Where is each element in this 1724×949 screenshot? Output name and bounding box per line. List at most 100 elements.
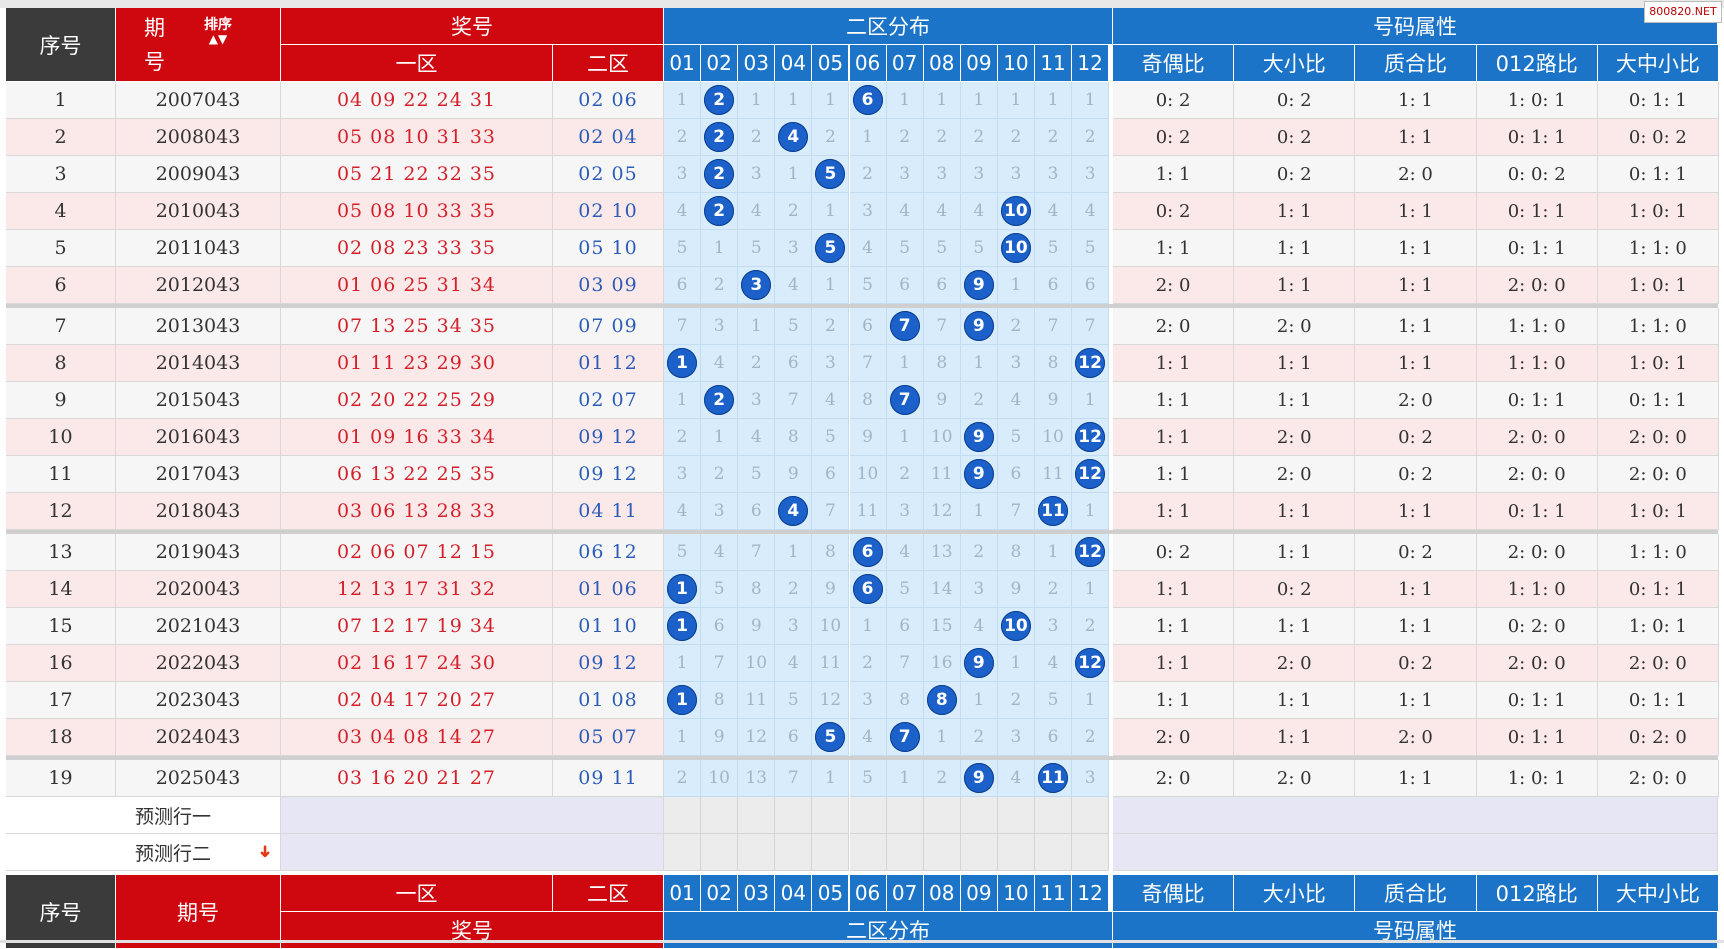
predict-dist-cell[interactable] xyxy=(775,797,813,834)
dist-cell: 7 xyxy=(738,534,776,571)
dist-cell: 11 xyxy=(1035,493,1073,530)
row-attr: 0: 2 xyxy=(1355,534,1477,571)
predict-dist-cell[interactable] xyxy=(997,834,1035,871)
predict-attr-area[interactable] xyxy=(1113,834,1718,871)
dist-cell: 2 xyxy=(701,382,739,419)
dist-cell: 2 xyxy=(664,119,702,156)
row-issue: 2018043 xyxy=(116,493,281,530)
predict-dist-cell[interactable] xyxy=(738,834,776,871)
predict-dist-cell[interactable] xyxy=(812,797,850,834)
predict-dist-cell[interactable] xyxy=(1035,797,1073,834)
dist-cell: 1 xyxy=(997,645,1035,682)
hit-ball: 12 xyxy=(1075,648,1106,678)
row-issue: 2025043 xyxy=(116,760,281,797)
sort-icon[interactable]: 排序 ▲▼ xyxy=(204,18,232,46)
dist-cell: 1 xyxy=(738,308,776,345)
row-attr: 0: 2 xyxy=(1234,119,1356,156)
dist-cell: 1 xyxy=(1072,682,1110,719)
dist-cell: 9 xyxy=(1035,382,1073,419)
predict-dist-cell[interactable] xyxy=(886,797,924,834)
dist-cell: 2 xyxy=(738,119,776,156)
dist-cell: 10 xyxy=(701,760,739,797)
hit-ball: 2 xyxy=(704,196,735,226)
dist-cell: 1 xyxy=(923,719,961,756)
header-zone1: 一区 xyxy=(281,45,553,82)
predict-row-label[interactable]: 预测行二 ➜ xyxy=(6,834,281,871)
row-zone1: 03 04 08 14 27 xyxy=(281,719,553,756)
predict-dist-cell[interactable] xyxy=(664,797,702,834)
predict-dist-cell[interactable] xyxy=(1035,834,1073,871)
predict-dist-cell[interactable] xyxy=(701,797,739,834)
predict-dist-cell[interactable] xyxy=(923,797,961,834)
predict-prize-area[interactable] xyxy=(281,797,664,834)
dist-cell: 5 xyxy=(997,419,1035,456)
predict-dist-cell[interactable] xyxy=(775,834,813,871)
predict-row-label[interactable]: 预测行一 xyxy=(6,797,281,834)
dist-cell: 2 xyxy=(1035,119,1073,156)
dist-cell: 3 xyxy=(960,571,998,608)
dist-cell: 3 xyxy=(1072,156,1110,193)
hit-ball: 10 xyxy=(1000,233,1031,263)
dist-cell: 2 xyxy=(886,456,924,493)
row-zone2: 01 06 xyxy=(553,571,664,608)
predict-dist-cell[interactable] xyxy=(812,834,850,871)
dist-cell: 1 xyxy=(664,82,702,119)
row-attr: 1: 1 xyxy=(1113,156,1235,193)
predict-dist-cell[interactable] xyxy=(664,834,702,871)
dist-cell: 2 xyxy=(775,571,813,608)
row-attr: 1: 0: 1 xyxy=(1597,193,1719,230)
predict-dist-cell[interactable] xyxy=(849,834,887,871)
predict-dist-cell[interactable] xyxy=(1072,797,1110,834)
dist-cell: 6 xyxy=(775,719,813,756)
predict-dist-cell[interactable] xyxy=(997,797,1035,834)
predict-dist-cell[interactable] xyxy=(886,834,924,871)
group-separator xyxy=(6,756,1718,760)
dist-cell: 4 xyxy=(997,382,1035,419)
dist-cell: 10 xyxy=(849,456,887,493)
dist-cell: 7 xyxy=(1072,308,1110,345)
row-zone2: 05 07 xyxy=(553,719,664,756)
predict-dist-cell[interactable] xyxy=(960,797,998,834)
row-issue: 2022043 xyxy=(116,645,281,682)
row-attr: 0: 2 xyxy=(1113,193,1235,230)
dist-cell: 4 xyxy=(775,267,813,304)
footer-dist-col: 02 xyxy=(701,875,739,912)
dist-cell: 5 xyxy=(701,571,739,608)
footer-zone2: 二区 xyxy=(553,875,664,912)
dist-cell: 9 xyxy=(960,419,998,456)
predict-attr-area[interactable] xyxy=(1113,797,1718,834)
hit-ball: 9 xyxy=(963,763,994,793)
dist-cell: 6 xyxy=(849,571,887,608)
dist-cell: 10 xyxy=(923,419,961,456)
predict-dist-cell[interactable] xyxy=(1072,834,1110,871)
row-attr: 1: 1 xyxy=(1355,119,1477,156)
dist-cell: 4 xyxy=(886,534,924,571)
row-zone2: 01 10 xyxy=(553,608,664,645)
dist-cell: 3 xyxy=(886,493,924,530)
expand-arrow-icon[interactable]: ➜ xyxy=(255,844,275,859)
row-attr: 0: 2 xyxy=(1234,571,1356,608)
row-issue: 2009043 xyxy=(116,156,281,193)
row-attr: 0: 1: 1 xyxy=(1476,493,1598,530)
predict-dist-cell[interactable] xyxy=(923,834,961,871)
dist-cell: 2 xyxy=(923,760,961,797)
footer-issue: 期号 xyxy=(116,875,281,949)
predict-dist-cell[interactable] xyxy=(701,834,739,871)
dist-cell: 8 xyxy=(923,345,961,382)
dist-cell: 1 xyxy=(664,719,702,756)
predict-dist-cell[interactable] xyxy=(849,797,887,834)
predict-dist-cell[interactable] xyxy=(738,797,776,834)
dist-cell: 14 xyxy=(923,571,961,608)
predict-prize-area[interactable] xyxy=(281,834,664,871)
dist-cell: 2 xyxy=(1072,608,1110,645)
dist-cell: 1 xyxy=(997,82,1035,119)
dist-cell: 2 xyxy=(701,193,739,230)
dist-cell: 11 xyxy=(812,645,850,682)
row-seq: 3 xyxy=(6,156,116,193)
hit-ball: 12 xyxy=(1075,537,1106,567)
predict-dist-cell[interactable] xyxy=(960,834,998,871)
hit-ball: 11 xyxy=(1038,496,1069,526)
dist-cell: 1 xyxy=(812,193,850,230)
footer-attr-col: 质合比 xyxy=(1355,875,1477,912)
header-issue-sort[interactable]: 期号 排序 ▲▼ xyxy=(116,8,281,82)
